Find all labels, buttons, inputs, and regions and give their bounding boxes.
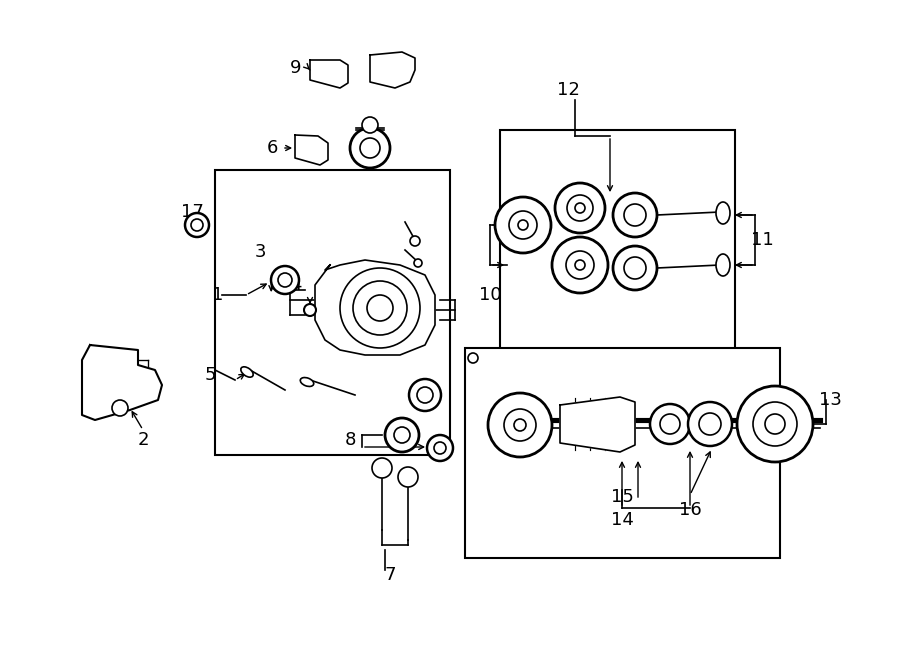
Text: 16: 16 (679, 501, 701, 519)
Circle shape (613, 246, 657, 290)
Circle shape (340, 268, 420, 348)
Text: 8: 8 (345, 431, 356, 449)
Text: 17: 17 (181, 203, 203, 221)
Polygon shape (295, 135, 328, 165)
Text: 11: 11 (751, 231, 773, 249)
Circle shape (185, 213, 209, 237)
Polygon shape (315, 260, 435, 355)
Polygon shape (370, 52, 415, 88)
Circle shape (650, 404, 690, 444)
Circle shape (271, 266, 299, 294)
Circle shape (427, 435, 453, 461)
Text: 15: 15 (610, 488, 634, 506)
Circle shape (737, 386, 813, 462)
Circle shape (495, 197, 551, 253)
Circle shape (414, 259, 422, 267)
Circle shape (555, 183, 605, 233)
Circle shape (688, 402, 732, 446)
Circle shape (552, 237, 608, 293)
Text: 3: 3 (254, 243, 266, 261)
Polygon shape (560, 397, 635, 452)
Bar (500, 130, 735, 385)
Ellipse shape (716, 254, 730, 276)
Circle shape (398, 467, 418, 487)
Text: 1: 1 (212, 286, 224, 304)
Circle shape (304, 304, 316, 316)
Circle shape (409, 379, 441, 411)
Polygon shape (310, 60, 348, 88)
Circle shape (350, 128, 390, 168)
Circle shape (488, 393, 552, 457)
Circle shape (112, 400, 128, 416)
Text: 5: 5 (204, 366, 216, 384)
Polygon shape (82, 345, 162, 420)
Circle shape (613, 193, 657, 237)
Circle shape (385, 418, 419, 452)
Circle shape (468, 353, 478, 363)
Text: 10: 10 (479, 286, 501, 304)
Text: 9: 9 (290, 59, 302, 77)
Text: 4: 4 (290, 276, 302, 294)
Text: 12: 12 (556, 81, 580, 99)
Circle shape (372, 458, 392, 478)
Ellipse shape (301, 377, 314, 387)
Text: 2: 2 (137, 431, 148, 449)
Text: 14: 14 (610, 511, 634, 529)
Text: 13: 13 (819, 391, 842, 409)
Text: 7: 7 (384, 566, 396, 584)
Bar (215, 170, 450, 455)
Ellipse shape (241, 367, 253, 377)
Ellipse shape (716, 202, 730, 224)
Circle shape (362, 117, 378, 133)
Text: 6: 6 (266, 139, 278, 157)
Circle shape (410, 236, 420, 246)
Bar (465, 348, 780, 558)
